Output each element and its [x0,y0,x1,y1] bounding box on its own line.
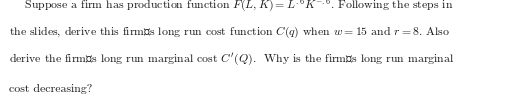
Text: the slides, derive this firm’s long run cost function $C(q)$ when $w = 15$ and $: the slides, derive this firm’s long run … [9,25,450,40]
Text: cost decreasing?: cost decreasing? [9,84,93,94]
Text: Suppose a firm has production function $F(L, K) = L^{.6}K^{-.6}$. Following the : Suppose a firm has production function $… [9,0,454,14]
Text: derive the firm’s long run marginal cost $C'(Q)$.  Why is the firm’s long run ma: derive the firm’s long run marginal cost… [9,51,455,67]
